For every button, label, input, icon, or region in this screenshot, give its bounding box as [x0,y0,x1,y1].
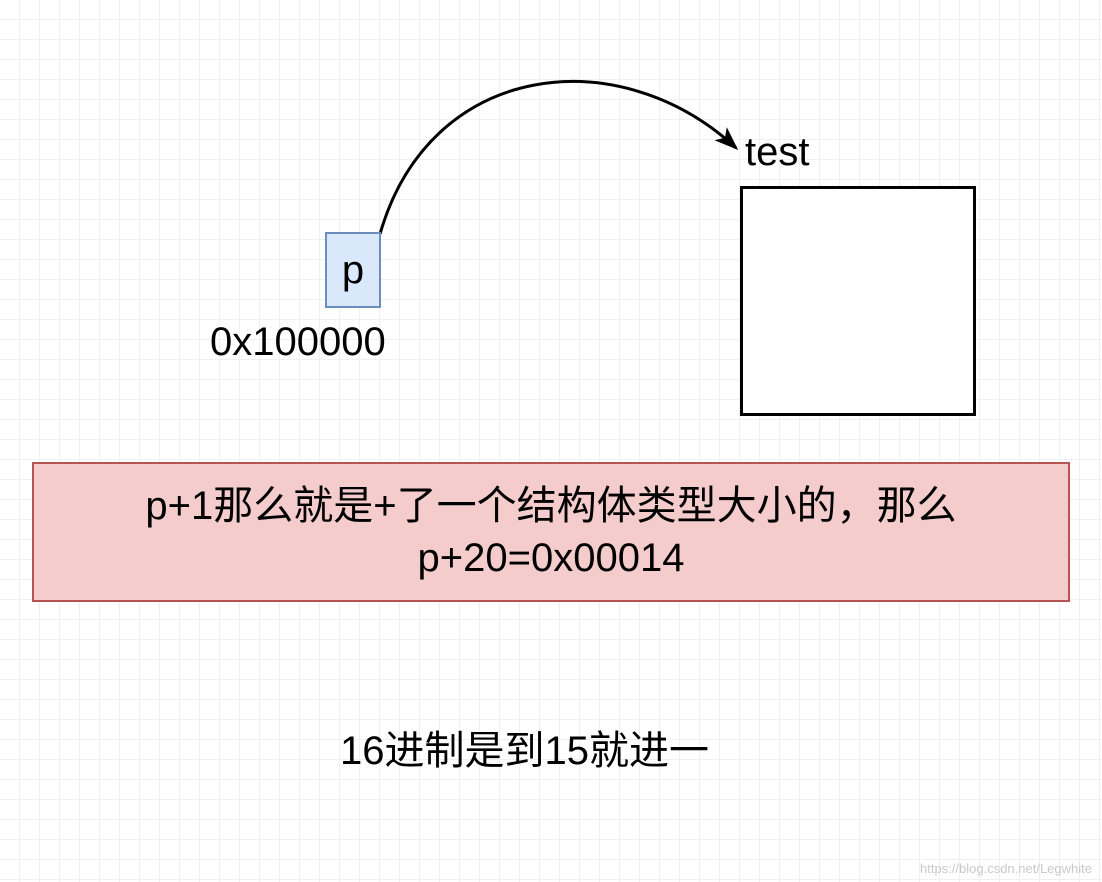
pointer-address-label: 0x100000 [210,320,386,365]
hex-note: 16进制是到15就进一 [340,718,709,776]
watermark-text: https://blog.csdn.net/Legwhite [920,861,1092,876]
explanation-note: p+1那么就是+了一个结构体类型大小的，那么 p+20=0x00014 [32,462,1070,602]
pointer-label: p [342,248,364,293]
note-line-2: p+20=0x00014 [418,532,685,584]
struct-label-test: test [745,130,809,175]
struct-box-test [740,186,976,416]
pointer-node-p: p [325,232,381,308]
diagram-canvas: p 0x100000 test p+1那么就是+了一个结构体类型大小的，那么 p… [0,0,1102,882]
note-line-1: p+1那么就是+了一个结构体类型大小的，那么 [145,480,956,532]
